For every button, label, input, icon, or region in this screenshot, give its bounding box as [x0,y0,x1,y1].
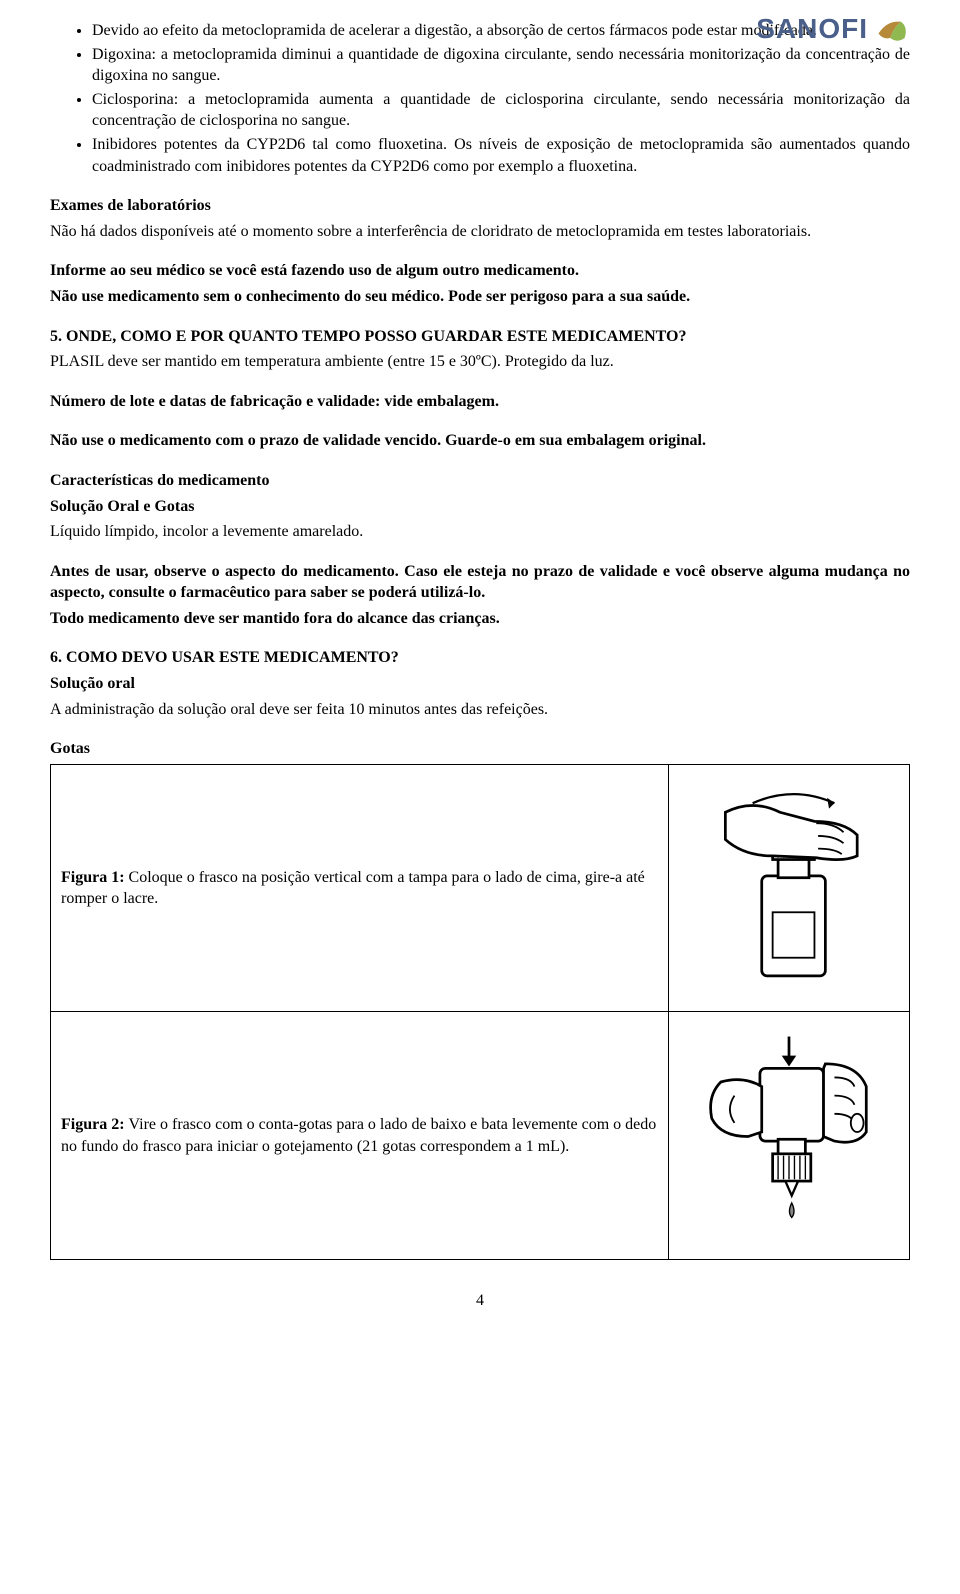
lab-tests-body: Não há dados disponíveis até o momento s… [50,221,910,243]
lot-line: Número de lote e datas de fabricação e v… [50,391,910,413]
figure-2-label: Figura 2: [61,1116,129,1133]
figure-table: Figura 1: Coloque o frasco na posição ve… [50,764,910,1260]
brand-logo-text: SANOFI [756,10,868,48]
section-6-subheading: Solução oral [50,673,910,695]
table-row: Figura 2: Vire o frasco com o conta-gota… [51,1012,910,1260]
section-6: 6. COMO DEVO USAR ESTE MEDICAMENTO? Solu… [50,647,910,720]
figure-1-text-cell: Figura 1: Coloque o frasco na posição ve… [51,764,669,1012]
lab-tests-section: Exames de laboratórios Não há dados disp… [50,195,910,242]
characteristics-body: Líquido límpido, incolor a levemente ama… [50,521,910,543]
table-row: Figura 1: Coloque o frasco na posição ve… [51,764,910,1012]
section-5-body: PLASIL deve ser mantido em temperatura a… [50,351,910,373]
doctor-warning-section: Informe ao seu médico se você está fazen… [50,260,910,307]
characteristics-subheading: Solução Oral e Gotas [50,496,910,518]
figure-1-label: Figura 1: [61,869,129,886]
section-5-heading: 5. ONDE, COMO E POR QUANTO TEMPO POSSO G… [50,326,910,348]
characteristics-section: Características do medicamento Solução O… [50,470,910,543]
gotas-heading: Gotas [50,738,910,760]
expiry-line: Não use o medicamento com o prazo de val… [50,430,910,452]
characteristics-heading: Características do medicamento [50,470,910,492]
section-6-body: A administração da solução oral deve ser… [50,699,910,721]
warning-line-2: Não use medicamento sem o conhecimento d… [50,286,910,308]
section-5: 5. ONDE, COMO E POR QUANTO TEMPO POSSO G… [50,326,910,373]
aspect-line-2: Todo medicamento deve ser mantido fora d… [50,608,910,630]
figure-1-text: Coloque o frasco na posição vertical com… [61,869,645,908]
page-number: 4 [50,1290,910,1312]
list-item: Digoxina: a metoclopramida diminui a qua… [92,44,910,87]
warning-line-1: Informe ao seu médico se você está fazen… [50,260,910,282]
list-item: Ciclosporina: a metoclopramida aumenta a… [92,89,910,132]
brand-logo-icon [874,11,910,47]
brand-logo: SANOFI [756,10,910,48]
section-6-heading: 6. COMO DEVO USAR ESTE MEDICAMENTO? [50,647,910,669]
figure-2-text: Vire o frasco com o conta-gotas para o l… [61,1116,656,1155]
aspect-line-1: Antes de usar, observe o aspecto do medi… [50,561,910,604]
figure-2-illustration [689,1032,889,1232]
figure-1-illustration [689,785,889,985]
aspect-warning-section: Antes de usar, observe o aspecto do medi… [50,561,910,630]
figure-1-image-cell [669,764,910,1012]
lab-tests-heading: Exames de laboratórios [50,195,910,217]
figure-2-image-cell [669,1012,910,1260]
list-item: Inibidores potentes da CYP2D6 tal como f… [92,134,910,177]
figure-2-text-cell: Figura 2: Vire o frasco com o conta-gota… [51,1012,669,1260]
